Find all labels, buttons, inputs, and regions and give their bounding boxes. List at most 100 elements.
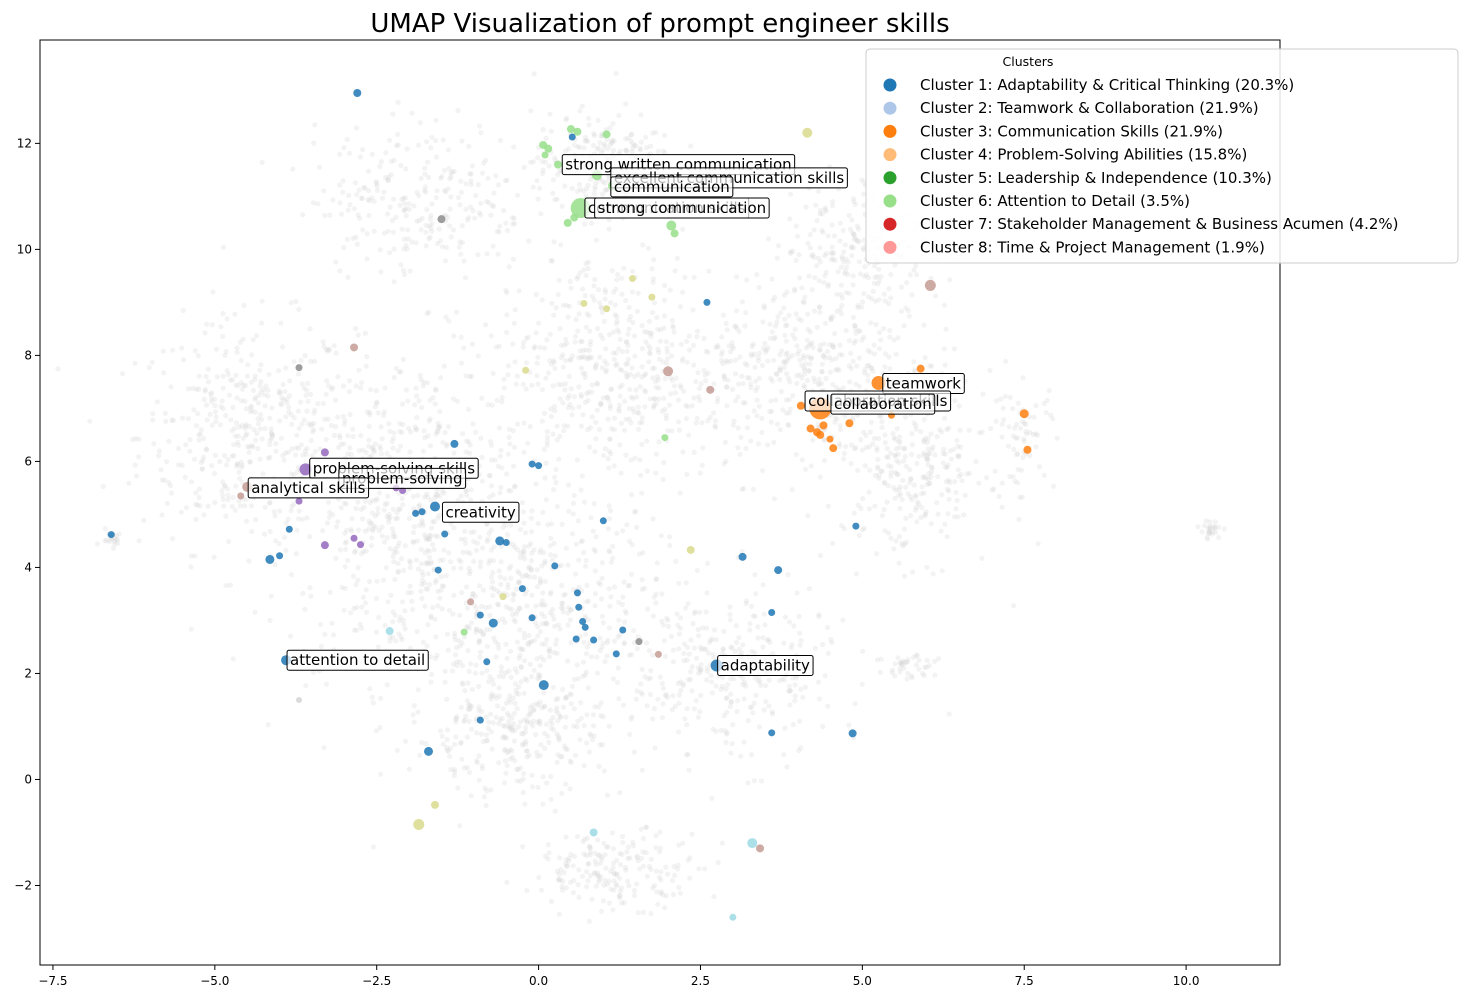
background-point [954,453,961,459]
background-point [411,539,417,545]
background-point [300,212,306,218]
background-point [103,537,110,544]
background-point [553,305,559,311]
background-point [882,298,888,304]
background-point [481,160,487,166]
background-point [530,159,537,165]
background-point [463,181,469,187]
background-point [307,534,313,540]
background-point [378,269,384,275]
background-point [559,600,566,607]
background-point [611,887,617,893]
background-point [841,450,848,456]
data-point [661,434,669,442]
background-point [799,362,805,368]
background-point [514,547,521,553]
background-point [913,263,919,269]
background-point [544,438,550,445]
background-point [632,509,638,515]
background-point [327,212,333,218]
background-point [494,397,500,403]
background-point [419,581,425,588]
background-point [468,620,474,626]
background-point [515,580,522,586]
background-point [478,559,484,565]
background-point [732,371,739,377]
background-point [572,752,579,758]
background-point [921,439,927,445]
background-point [546,739,552,746]
background-point [522,591,528,597]
background-point [459,240,465,246]
background-point [126,480,132,486]
background-point [433,577,439,583]
legend-label: Cluster 6: Attention to Detail (3.5%) [920,192,1190,210]
background-point [490,681,497,687]
background-point [816,380,822,386]
background-point [528,558,535,564]
background-point [887,327,893,334]
background-point [704,665,710,671]
background-point [809,340,815,346]
background-point [621,265,627,271]
background-point [102,526,108,532]
background-point [406,766,412,772]
background-point [288,471,294,477]
background-point [198,427,204,433]
background-point [703,348,709,354]
background-point [112,538,118,544]
background-point [401,246,407,252]
background-point [521,420,527,426]
background-point [596,852,603,858]
background-point [694,415,700,421]
background-point [815,679,822,685]
background-point [505,585,511,591]
background-point [891,546,897,552]
background-point [439,606,445,612]
background-point [842,242,848,248]
background-point [265,393,271,399]
background-point [342,540,348,546]
background-point [1033,444,1039,450]
background-point [565,423,571,429]
background-point [537,629,544,635]
background-point [805,240,811,246]
background-point [816,376,822,382]
background-point [432,494,438,501]
background-point [543,497,549,503]
background-point [723,739,729,746]
background-point [269,405,275,411]
background-point [655,396,662,402]
background-point [893,538,899,544]
background-point [754,413,760,419]
background-point [453,645,460,651]
background-point [169,536,176,542]
background-point [563,857,569,863]
background-point [681,641,688,647]
background-point [741,485,747,492]
background-point [387,428,393,434]
background-point [592,449,598,455]
background-point [680,681,686,687]
background-point [637,147,644,153]
background-point [760,635,766,641]
background-point [244,373,251,379]
background-point [587,342,593,348]
background-point [370,700,376,706]
background-point [815,188,822,194]
background-point [661,395,667,401]
background-point [916,666,922,672]
data-point [551,562,559,570]
background-point [520,509,527,515]
background-point [408,589,414,596]
background-point [956,453,962,459]
background-point [621,579,627,585]
background-point [796,613,802,620]
background-point [1212,519,1218,525]
background-point [431,519,437,525]
data-point [528,460,536,468]
background-point [558,354,565,361]
background-point [299,421,305,427]
background-point [582,374,588,381]
background-point [474,758,480,764]
